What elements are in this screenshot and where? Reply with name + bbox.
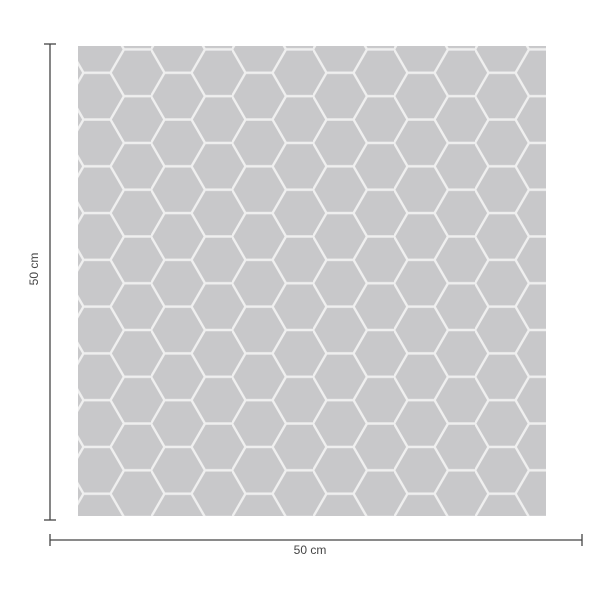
width-label: 50 cm: [293, 543, 327, 557]
hexagon-tile-image: [78, 46, 546, 516]
height-label: 50 cm: [27, 252, 41, 286]
